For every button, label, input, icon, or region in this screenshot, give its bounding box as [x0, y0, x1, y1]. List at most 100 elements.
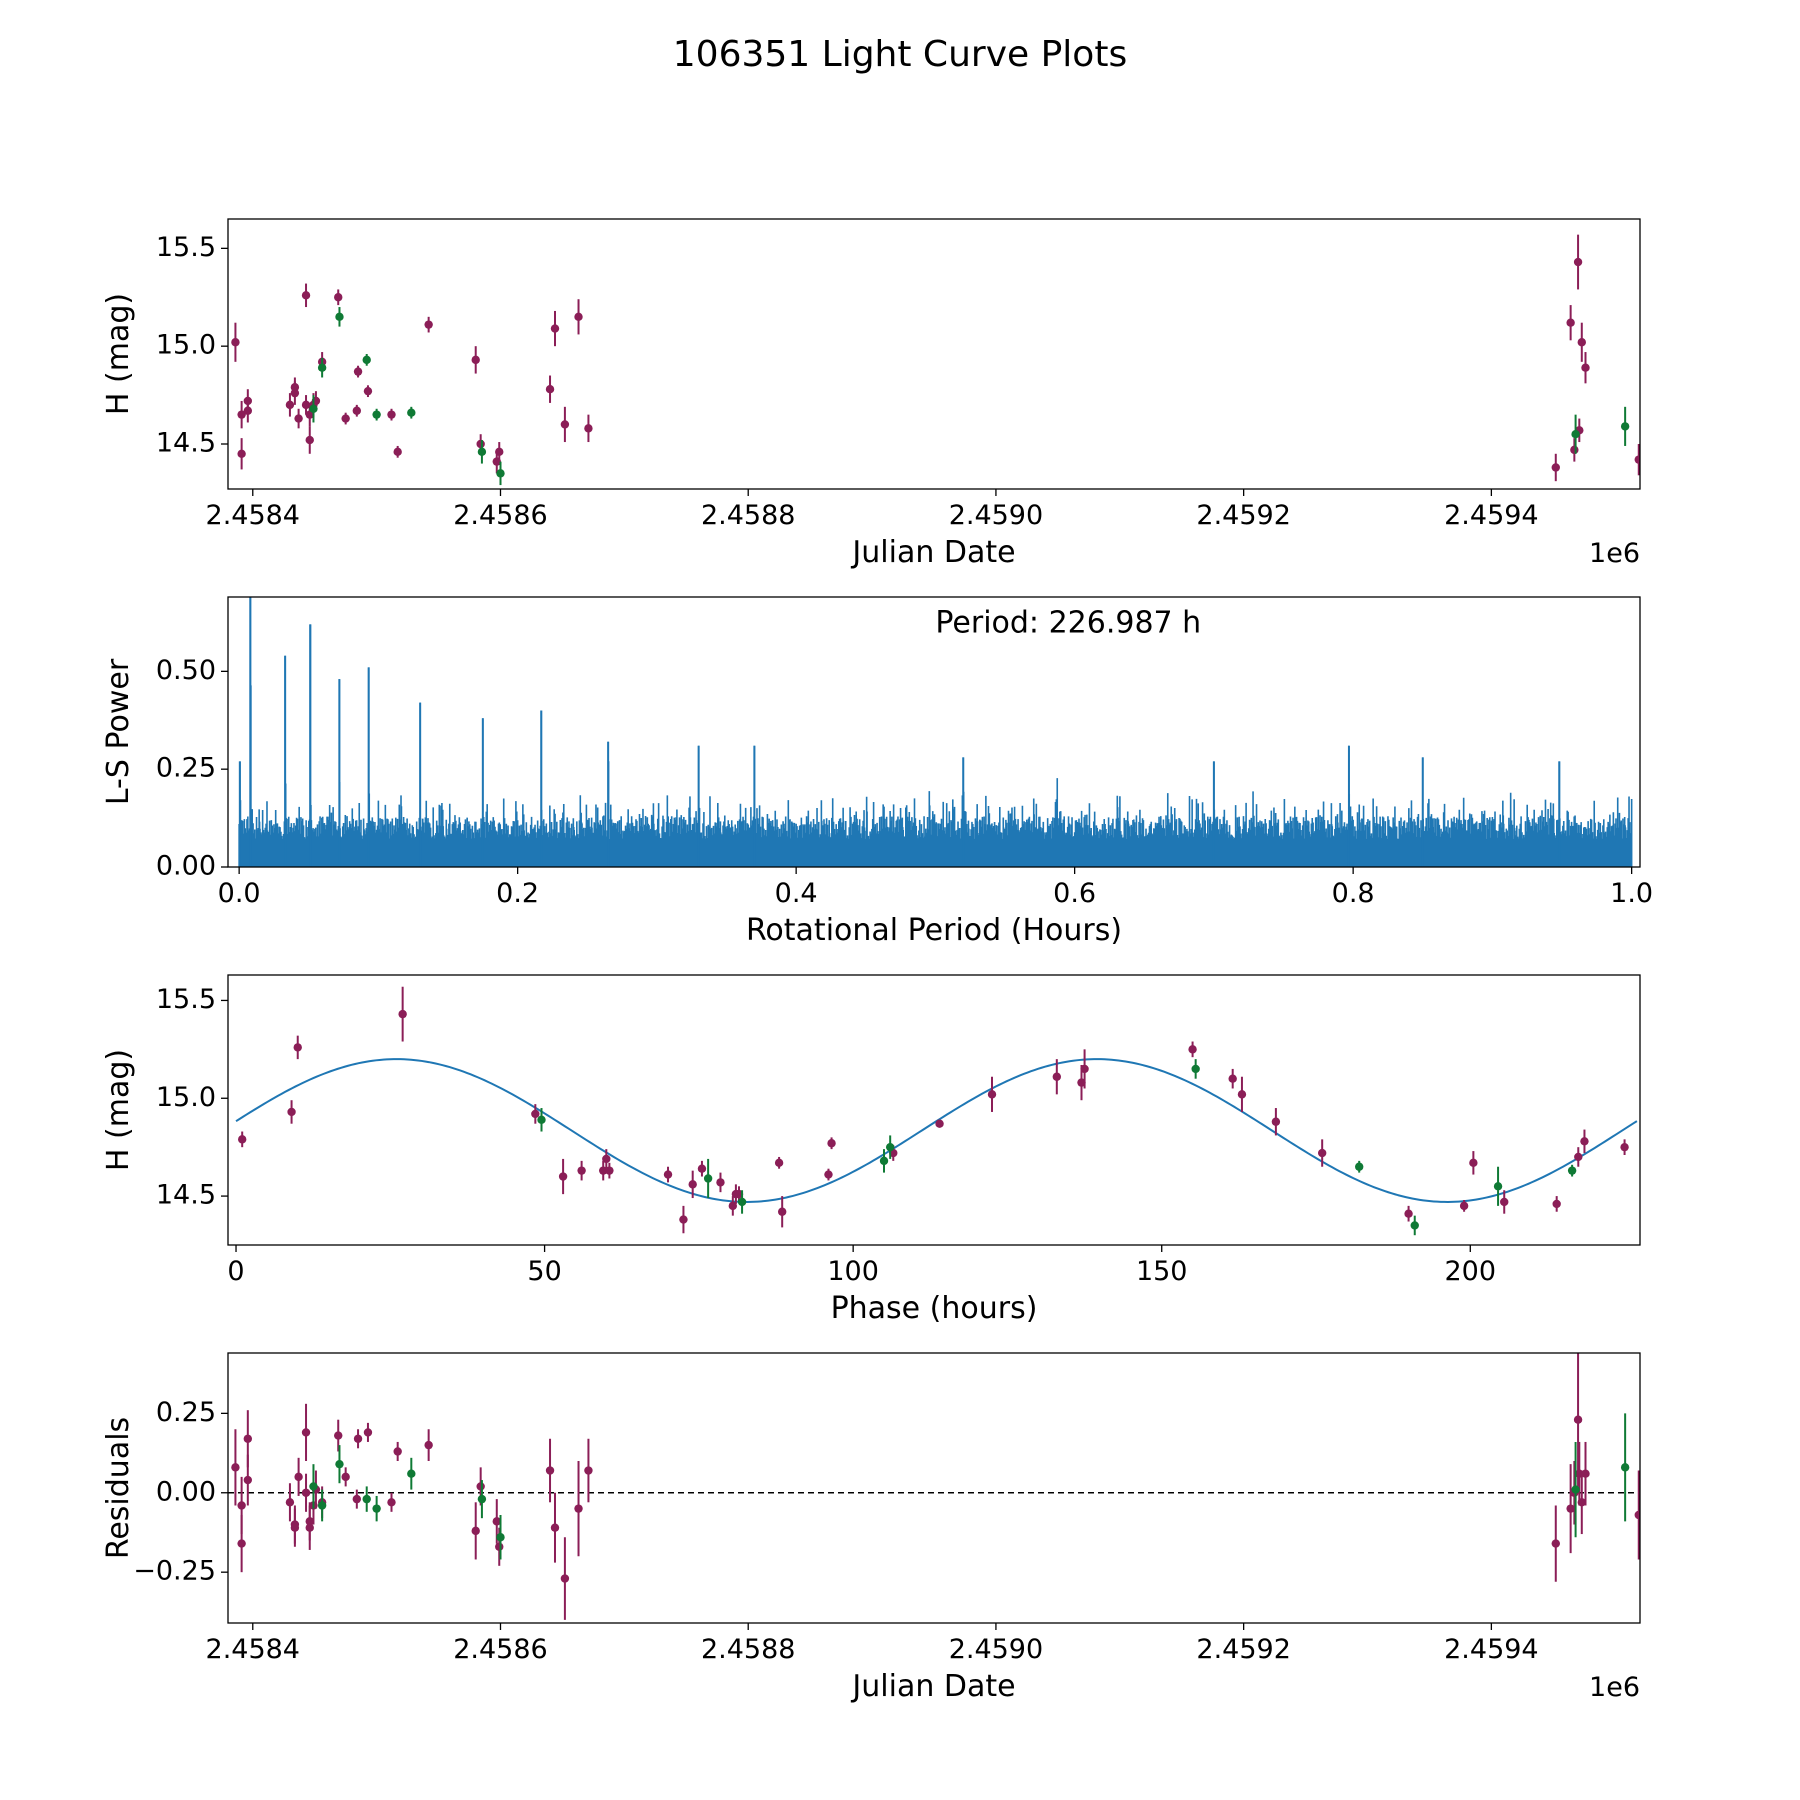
data-point: [1459, 1201, 1469, 1211]
data-point: [1574, 1152, 1583, 1162]
data-point: [471, 1526, 480, 1536]
data-point: [237, 449, 246, 458]
x-tick-label: 2.4586: [453, 500, 547, 531]
data-point: [1228, 1074, 1237, 1083]
data-point: [885, 1142, 895, 1152]
data-point: [352, 406, 362, 415]
data-point: [424, 1440, 433, 1450]
data-point: [477, 447, 487, 457]
x-tick-label: 200: [1445, 1256, 1497, 1287]
data-point: [1577, 338, 1586, 347]
x-tick-label: 0.4: [775, 878, 818, 909]
data-point: [1493, 1182, 1503, 1191]
data-point: [1410, 1221, 1419, 1230]
y-tick-label: 14.5: [156, 1180, 216, 1211]
data-point: [531, 1109, 540, 1119]
data-point: [237, 1135, 247, 1144]
data-point: [1355, 1162, 1364, 1171]
data-point: [231, 1463, 240, 1472]
data-point: [335, 1459, 344, 1469]
data-point: [1620, 422, 1630, 431]
data-point: [1571, 1485, 1580, 1494]
residuals-panel: 2.4584 2.4586 2.4588 2.4590 2.4592 2.4594 −0.2…: [101, 1352, 1641, 1704]
secondary-series: [309, 307, 1630, 486]
x-tick-label: 2.4584: [206, 1634, 300, 1665]
primary-series: [231, 234, 1640, 482]
x-offset-label: 1e6: [1589, 1672, 1640, 1703]
data-point: [1577, 1498, 1586, 1507]
data-point: [237, 1539, 246, 1548]
data-point: [237, 410, 246, 419]
x-tick-label: 2.4584: [206, 500, 300, 531]
data-point: [293, 1043, 302, 1052]
data-point: [1620, 1142, 1629, 1152]
y-axis-label: L-S Power: [101, 658, 136, 805]
data-point: [1620, 1463, 1630, 1472]
data-point: [334, 1431, 343, 1440]
data-point: [1551, 1539, 1560, 1548]
y-axis-label: H (mag): [101, 1049, 136, 1171]
x-tick-label: 2.4590: [949, 1634, 1043, 1665]
data-point: [560, 1574, 570, 1583]
data-point: [737, 1197, 747, 1207]
x-tick-label: 2.4588: [701, 1634, 795, 1665]
data-point: [476, 1482, 485, 1491]
data-point: [387, 1498, 396, 1507]
data-point: [1271, 1117, 1281, 1126]
data-point: [294, 1472, 303, 1482]
residuals-data: [228, 1353, 1640, 1620]
data-point: [301, 291, 311, 300]
data-point: [703, 1174, 713, 1183]
x-tick-label: 150: [1136, 1256, 1188, 1287]
data-point: [1581, 363, 1590, 372]
data-point: [558, 1172, 568, 1181]
periodogram-data: [238, 597, 1633, 867]
data-point: [1188, 1045, 1197, 1054]
data-point: [387, 410, 396, 419]
data-point: [577, 1166, 586, 1175]
data-point: [309, 404, 318, 413]
data-point: [1469, 1158, 1478, 1168]
y-tick-label: 15.0: [156, 330, 216, 361]
y-tick-label: 0.00: [156, 1476, 216, 1507]
y-tick-label: 15.0: [156, 1082, 216, 1113]
data-point: [471, 355, 480, 365]
data-point: [545, 1466, 555, 1475]
data-point: [663, 1170, 673, 1179]
data-point: [398, 1009, 407, 1019]
data-point: [305, 435, 314, 445]
primary-series: [237, 986, 1629, 1234]
period-annotation: Period: 226.987 h: [935, 606, 1201, 641]
data-point: [341, 414, 350, 423]
data-point: [1570, 445, 1579, 455]
data-point: [574, 1504, 583, 1513]
data-point: [334, 293, 343, 302]
data-point: [495, 1542, 504, 1551]
x-tick-label: 2.4586: [453, 1634, 547, 1665]
data-point: [243, 1434, 253, 1443]
data-point: [602, 1154, 611, 1164]
data-point: [550, 1523, 560, 1532]
y-tick-label: 0.25: [156, 753, 216, 784]
x-tick-label: 0: [227, 1256, 244, 1287]
secondary-series: [537, 1059, 1577, 1236]
data-point: [1191, 1064, 1200, 1074]
data-point: [879, 1156, 889, 1166]
data-point: [305, 1523, 314, 1532]
data-point: [287, 1107, 296, 1117]
data-point: [1634, 455, 1640, 464]
data-point: [824, 1170, 833, 1179]
data-point: [1581, 1469, 1590, 1478]
data-point: [584, 424, 593, 433]
data-point: [1567, 1166, 1577, 1175]
data-point: [1552, 1199, 1561, 1209]
data-point: [716, 1178, 725, 1187]
data-point: [285, 400, 295, 410]
x-tick-label: 2.4590: [949, 500, 1043, 531]
lightcurve-panel: 2.4584 2.4586 2.4588 2.4590 2.4592 2.4594 14.5…: [101, 218, 1641, 570]
data-point: [1404, 1209, 1413, 1218]
data-point: [372, 1504, 381, 1513]
y-tick-label: 14.5: [156, 428, 216, 459]
phased-axes-frame: [227, 974, 1641, 1246]
x-tick-label: 2.4592: [1196, 1634, 1290, 1665]
